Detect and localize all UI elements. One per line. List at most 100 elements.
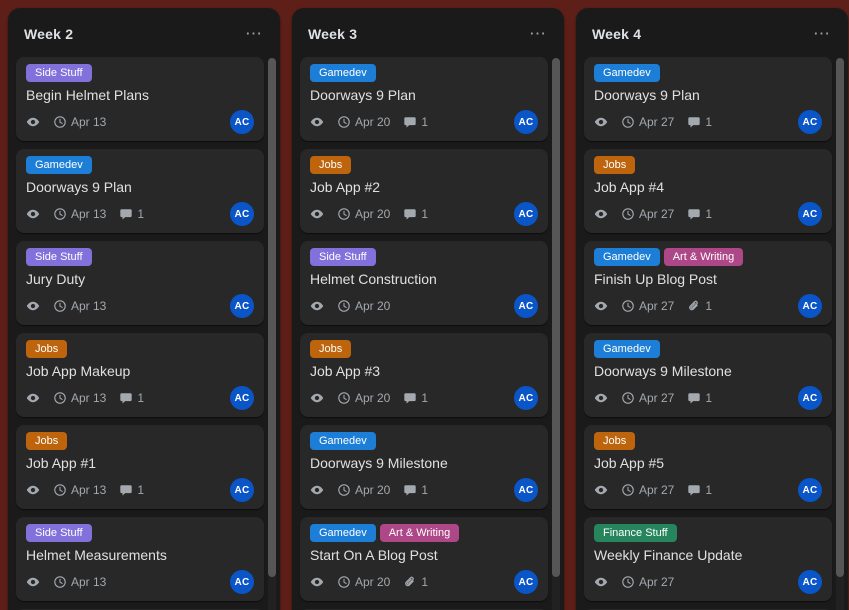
avatar[interactable]: AC [514,478,538,502]
paperclip-icon [687,299,701,313]
card-label[interactable]: Gamedev [310,432,376,450]
avatar[interactable]: AC [230,570,254,594]
due-date-text: Apr 13 [71,483,107,497]
comment-badge: 1 [119,391,144,405]
avatar[interactable]: AC [798,110,822,134]
due-date-badge: Apr 20 [337,483,390,497]
card-title: Jury Duty [26,271,86,287]
card-title: Job App #5 [594,455,665,471]
card-label[interactable]: Jobs [310,156,352,174]
avatar[interactable]: AC [514,294,538,318]
card[interactable]: Jobs Job App #4 Apr 27 1 AC [584,149,832,233]
list-menu-button[interactable]: ⋯ [805,21,838,46]
eye-icon [310,575,324,589]
card[interactable]: Jobs Job App #3 Apr 20 1 AC [300,333,548,417]
card[interactable]: Gamedev Doorways 9 Plan Apr 27 1 AC [584,57,832,141]
card[interactable]: Gamedev Doorways 9 Milestone Apr 27 1 AC [584,333,832,417]
avatar[interactable]: AC [798,478,822,502]
card-label[interactable]: Art & Writing [379,524,460,542]
card[interactable]: Jobs Job App #5 Apr 27 1 AC [584,425,832,509]
card-label[interactable]: Jobs [26,340,68,358]
card-label[interactable]: Side Stuff [26,524,92,542]
card[interactable]: Side Stuff Jury Duty Apr 13 AC [16,241,264,325]
list-scrollbar[interactable] [552,58,560,610]
card[interactable]: Gamedev Doorways 9 Milestone Apr 20 1 AC [300,425,548,509]
card-label[interactable]: Gamedev [310,64,376,82]
card[interactable]: Gamedev Doorways 9 Plan Apr 20 1 AC [300,57,548,141]
list-menu-button[interactable]: ⋯ [521,21,554,46]
card[interactable]: Side Stuff Begin Helmet Plans Apr 13 AC [16,57,264,141]
card-label[interactable]: Gamedev [26,156,92,174]
clock-icon [337,483,351,497]
due-date-badge: Apr 20 [337,207,390,221]
list-scrollbar[interactable] [836,58,844,610]
card[interactable]: Jobs Job App Makeup Apr 13 1 AC [16,333,264,417]
list-menu-button[interactable]: ⋯ [237,21,270,46]
comment-count: 1 [421,391,429,405]
avatar[interactable]: AC [798,294,822,318]
avatar[interactable]: AC [230,386,254,410]
card[interactable]: Side Stuff Helmet Measurements Apr 13 AC [16,517,264,601]
watching-badge [310,391,324,405]
eye-icon [594,391,608,405]
card[interactable]: Jobs Job App #2 Apr 20 1 AC [300,149,548,233]
card-title: Helmet Construction [310,271,437,287]
avatar[interactable]: AC [798,202,822,226]
comment-icon [119,391,133,405]
card[interactable]: Jobs Job App #1 Apr 13 1 AC [16,425,264,509]
card-labels: Side Stuff [26,64,254,82]
avatar[interactable]: AC [514,386,538,410]
card-label[interactable]: Jobs [594,432,636,450]
card-labels: Jobs [594,432,822,450]
card-title: Weekly Finance Update [594,547,743,563]
card-label[interactable]: Side Stuff [26,64,92,82]
card-labels: Jobs [310,156,538,174]
card-label[interactable]: Side Stuff [26,248,92,266]
card-label[interactable]: Gamedev [594,248,660,266]
comment-badge: 1 [403,115,428,129]
scrollbar-thumb[interactable] [268,58,276,577]
card-label[interactable]: Jobs [310,340,352,358]
avatar[interactable]: AC [514,202,538,226]
avatar[interactable]: AC [230,110,254,134]
card[interactable]: Finance Stuff Weekly Finance Update Apr … [584,517,832,601]
card-label[interactable]: Gamedev [310,524,376,542]
card-title: Finish Up Blog Post [594,271,717,287]
scrollbar-thumb[interactable] [836,58,844,577]
avatar[interactable]: AC [230,294,254,318]
comment-count: 1 [421,483,429,497]
eye-icon [594,299,608,313]
card-label[interactable]: Finance Stuff [594,524,677,542]
avatar[interactable]: AC [514,570,538,594]
comment-badge: 1 [119,483,144,497]
avatar[interactable]: AC [798,570,822,594]
card-label[interactable]: Jobs [26,432,68,450]
watching-badge [594,575,608,589]
avatar[interactable]: AC [514,110,538,134]
card-label[interactable]: Gamedev [594,340,660,358]
card-label[interactable]: Jobs [594,156,636,174]
avatar[interactable]: AC [230,478,254,502]
card-label[interactable]: Side Stuff [310,248,376,266]
card-badges: Apr 13 AC [26,110,254,134]
card[interactable]: Gamedev Art & Writing Finish Up Blog Pos… [584,241,832,325]
card[interactable]: Gamedev Doorways 9 Plan Apr 13 1 AC [16,149,264,233]
card-labels: Gamedev [594,64,822,82]
card-label[interactable]: Art & Writing [663,248,744,266]
scrollbar-thumb[interactable] [552,58,560,577]
card-label[interactable]: Gamedev [594,64,660,82]
list-scrollbar[interactable] [268,58,276,610]
avatar[interactable]: AC [230,202,254,226]
card[interactable]: Side Stuff Helmet Construction Apr 20 AC [300,241,548,325]
avatar[interactable]: AC [798,386,822,410]
card-title: Job App #2 [310,179,381,195]
due-date-text: Apr 20 [355,299,391,313]
comment-count: 1 [421,207,429,221]
card[interactable]: Gamedev Art & Writing Start On A Blog Po… [300,517,548,601]
list-week-4: Week 4 ⋯ Gamedev Doorways 9 Plan Apr 27 … [576,8,848,610]
comment-badge: 1 [403,483,428,497]
card-badges: Apr 13 AC [26,294,254,318]
due-date-badge: Apr 20 [337,391,390,405]
watching-badge [594,207,608,221]
eye-icon [26,115,40,129]
